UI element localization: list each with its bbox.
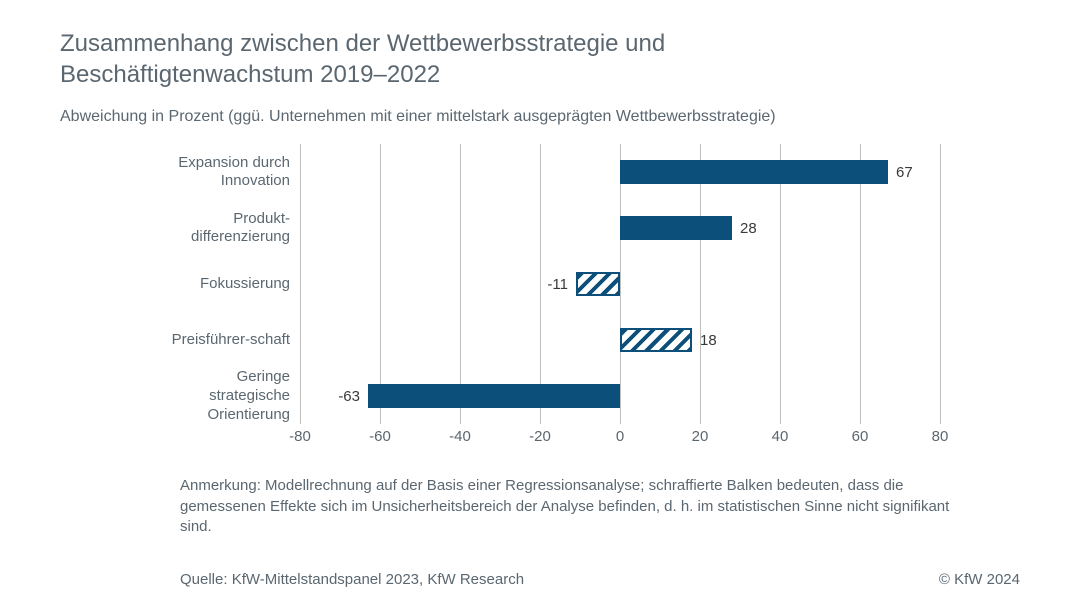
bar-solid bbox=[368, 384, 620, 408]
value-label: -63 bbox=[338, 384, 360, 408]
bar-row: Produkt-differenzierung28 bbox=[300, 200, 940, 256]
gridline bbox=[940, 144, 941, 424]
chart-copyright: © KfW 2024 bbox=[939, 571, 1020, 588]
bar-row: Preisführer-schaft18 bbox=[300, 312, 940, 368]
x-tick-label: 20 bbox=[680, 428, 720, 445]
value-label: -11 bbox=[547, 272, 568, 296]
chart-source: Quelle: KfW-Mittelstandspanel 2023, KfW … bbox=[180, 571, 524, 588]
x-tick-label: 60 bbox=[840, 428, 880, 445]
bar-solid bbox=[620, 216, 732, 240]
bar-row: Expansion durch Innovation67 bbox=[300, 144, 940, 200]
chart-page: Zusammenhang zwischen der Wettbewerbsstr… bbox=[0, 0, 1080, 608]
x-tick-label: -60 bbox=[360, 428, 400, 445]
bar-row: Fokussierung-11 bbox=[300, 256, 940, 312]
bar-row: Geringe strategische Orientierung-63 bbox=[300, 368, 940, 424]
value-label: 67 bbox=[896, 160, 913, 184]
chart-title: Zusammenhang zwischen der Wettbewerbsstr… bbox=[60, 28, 860, 90]
chart-note: Anmerkung: Modellrechnung auf der Basis … bbox=[180, 476, 980, 537]
plot-area: -80-60-40-20020406080Expansion durch Inn… bbox=[300, 144, 940, 424]
x-tick-label: 80 bbox=[920, 428, 960, 445]
category-label: Fokussierung bbox=[170, 256, 290, 312]
category-label: Preisführer-schaft bbox=[170, 312, 290, 368]
bar-solid bbox=[620, 160, 888, 184]
x-tick-label: 40 bbox=[760, 428, 800, 445]
x-tick-label: 0 bbox=[600, 428, 640, 445]
value-label: 18 bbox=[700, 328, 717, 352]
x-tick-label: -20 bbox=[520, 428, 560, 445]
category-label: Expansion durch Innovation bbox=[170, 144, 290, 200]
category-label: Produkt-differenzierung bbox=[170, 200, 290, 256]
bar-hatched bbox=[576, 272, 620, 296]
bar-hatched bbox=[620, 328, 692, 352]
x-tick-label: -80 bbox=[280, 428, 320, 445]
value-label: 28 bbox=[740, 216, 757, 240]
x-tick-label: -40 bbox=[440, 428, 480, 445]
chart-container: -80 -60 -40 -20 0 20 40 60 80 Expansion durch Inn… bbox=[180, 144, 960, 464]
chart-subtitle: Abweichung in Prozent (ggü. Unternehmen … bbox=[60, 108, 1020, 126]
chart-footer: Quelle: KfW-Mittelstandspanel 2023, KfW … bbox=[180, 571, 1020, 588]
category-label: Geringe strategische Orientierung bbox=[170, 368, 290, 424]
